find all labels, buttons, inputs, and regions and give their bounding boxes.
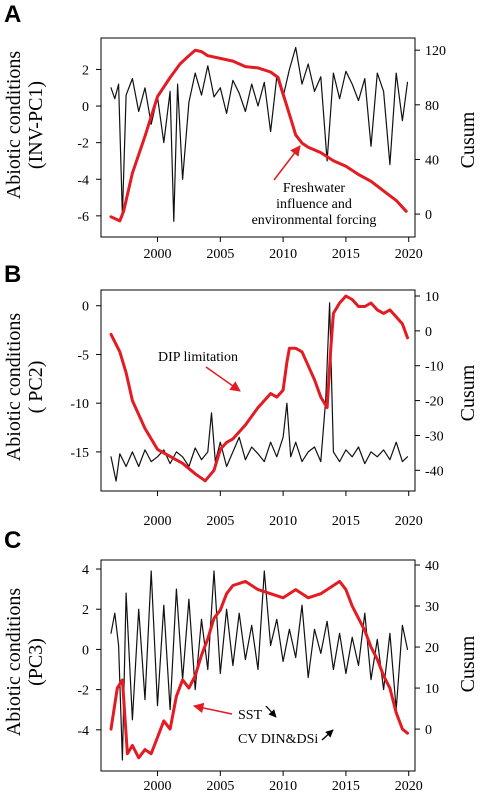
y-tick-label: -2 [77,137,89,152]
y2label-c: Cusum [457,635,479,692]
x-tick-label: 2000 [144,514,172,529]
cusum-line [109,579,409,760]
annotation-a-line-2: influence and [276,197,352,212]
x-tick-label: 2000 [144,779,172,794]
y2label-b: Cusum [457,364,479,421]
y-tick-label: -5 [77,348,89,363]
x-tick-label: 2000 [144,247,172,262]
plot-frame-a [100,37,416,238]
x-axis-ticks-b: 2000 2005 2010 2015 2020 [144,491,423,529]
plot-frame-c [100,559,416,772]
ylabel-b-line-2: ( PC2) [25,361,47,414]
y-tick-label: 2 [82,63,89,78]
ylabel-b-line-1: Abiotic conditions [3,313,25,462]
y-tick-label: 0 [82,100,89,115]
x-tick-label: 2010 [269,247,297,262]
ylabel-a: Abiotic conditions (INV-PC1) [3,51,47,200]
panel-c: C Abiotic conditions (PC3) Cusum 420-2-4… [3,527,479,794]
ylabel-a-line-1: Abiotic conditions [3,51,25,200]
y2-tick-label: 40 [425,559,439,574]
x-tick-label: 2010 [269,779,297,794]
y-tick-label: -2 [77,684,89,699]
y-tick-label: -4 [77,724,89,739]
y2-tick-label: 80 [425,99,439,114]
ylabel-b: Abiotic conditions ( PC2) [3,313,47,462]
panel-letter-a: A [4,1,21,28]
right-axis-ticks-c: 40 30 20 10 0 [415,559,439,738]
annotation-c-line-2: CV DIN&DSi [238,732,318,747]
annotation-c: SST CV DIN&DSi [192,702,334,747]
left-axis-ticks-a: 2 0 -2 -4 -6 [77,63,101,225]
x-axis-ticks-a: 2000 2005 2010 2015 2020 [144,237,423,262]
right-axis-ticks-b: 10 0 -10 -20 -30 -40 [415,290,444,479]
y2-tick-label: 10 [425,682,439,697]
y2-tick-label: -40 [425,464,444,479]
right-axis-ticks-a: 120 80 40 0 [415,44,446,223]
series-lines-c [109,570,409,761]
abiotic-conditions-line [110,570,409,761]
y2-tick-label: -10 [425,360,444,375]
series-lines-a [109,46,409,223]
x-tick-label: 2020 [395,514,423,529]
y2-tick-label: 30 [425,600,439,615]
y2label-a: Cusum [457,111,479,168]
x-tick-label: 2010 [269,514,297,529]
y-tick-label: -4 [77,173,89,188]
x-tick-label: 2005 [206,247,234,262]
x-tick-label: 2015 [332,514,360,529]
cusum-line [109,294,409,483]
ylabel-c-line-1: Abiotic conditions [3,588,25,737]
series-lines-b [109,294,409,483]
cusum-line [109,48,408,223]
y-tick-label: 0 [82,643,89,658]
y-tick-label: 2 [82,603,89,618]
x-tick-label: 2005 [206,514,234,529]
annotation-arrow-c [192,702,233,715]
panel-letter-b: B [4,261,21,288]
panel-a: A Abiotic conditions (INV-PC1) Cusum 2 0 -… [3,1,479,262]
y2-tick-label: -30 [425,429,444,444]
abiotic-conditions-line [110,302,409,482]
annotation-b-line-1: DIP limitation [158,350,238,365]
annotation-a-line-1: Freshwater [283,181,346,196]
y2-tick-label: 120 [425,44,446,59]
x-tick-label: 2005 [206,779,234,794]
x-tick-label: 2015 [332,247,360,262]
abiotic-conditions-line [110,46,409,222]
annotation-arrow-b [205,366,241,392]
y2-tick-label: 40 [425,153,439,168]
sst-arrow [265,705,277,718]
panel-b: B Abiotic conditions ( PC2) Cusum 0 -5 -10… [3,261,479,529]
y-tick-label: 0 [82,300,89,315]
ylabel-a-line-2: (INV-PC1) [25,81,47,169]
panel-letter-c: C [4,527,21,554]
x-tick-label: 2020 [395,247,423,262]
y-tick-label: 4 [82,563,89,578]
annotation-arrow-a [273,145,301,181]
x-axis-ticks-c: 2000 2005 2010 2015 2020 [144,771,423,794]
y2-tick-label: 10 [425,290,439,305]
y2-tick-label: 0 [425,723,432,738]
left-axis-ticks-c: 4 2 0 -2 -4 [77,563,101,739]
cv-din-dsi-arrow [321,729,334,741]
x-tick-label: 2015 [332,779,360,794]
ylabel-c-line-2: (PC3) [25,638,47,686]
y-tick-label: -15 [70,446,89,461]
x-tick-label: 2020 [395,779,423,794]
y2-tick-label: 20 [425,641,439,656]
annotation-b: DIP limitation [158,350,241,392]
annotation-a: Freshwater influence and environmental f… [252,145,377,228]
ylabel-c: Abiotic conditions (PC3) [3,588,47,737]
y2-tick-label: 0 [425,325,432,340]
left-axis-ticks-b: 0 -5 -10 -15 [70,300,101,461]
y2-tick-label: 0 [425,208,432,223]
annotation-a-line-3: environmental forcing [252,213,377,228]
y-tick-label: -6 [77,210,89,225]
annotation-c-line-1: SST [238,708,263,723]
plot-frame-b [100,289,416,492]
y2-tick-label: -20 [425,395,444,410]
y-tick-label: -10 [70,397,89,412]
